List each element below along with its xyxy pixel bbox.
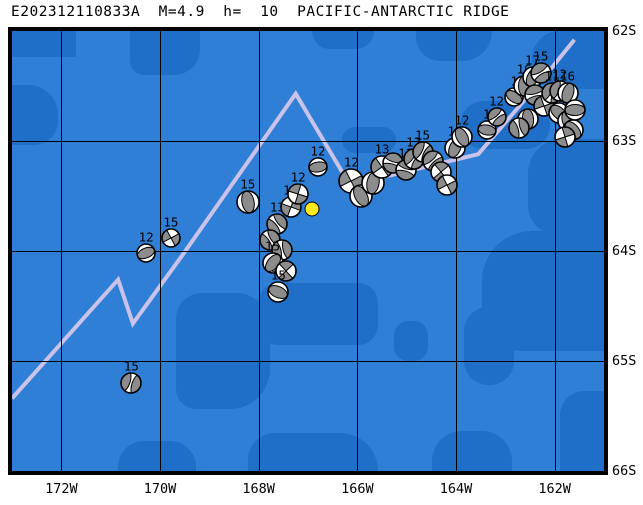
focal-mechanism-beachball[interactable] [556, 81, 579, 108]
bathymetry-patch [248, 433, 378, 471]
y-tick-label: 63S [612, 133, 637, 149]
bathymetry-patch [312, 31, 374, 49]
focal-mechanism-beachball[interactable] [136, 243, 156, 267]
focal-mechanism-beachball[interactable] [434, 172, 460, 200]
y-tick-label: 66S [612, 463, 637, 479]
gridline-horizontal [12, 361, 604, 362]
focal-mechanism-beachball[interactable] [451, 125, 473, 152]
bathymetry-patch [176, 293, 270, 409]
bathymetry-patch [118, 441, 196, 471]
map-frame: 1512151513151511121212131113151212112116… [8, 27, 608, 475]
beachball-depth-label: 16 [559, 68, 576, 84]
focal-mechanism-beachball[interactable] [274, 260, 297, 286]
focal-mechanism-beachball[interactable] [308, 156, 328, 181]
beachball-depth-label: 11 [544, 68, 560, 84]
beachball-depth-label: 15 [123, 358, 139, 374]
focal-mechanism-beachball[interactable] [483, 104, 510, 131]
focal-mechanism-beachball[interactable] [159, 226, 183, 252]
beachball-depth-label: 12 [454, 112, 470, 128]
x-tick-label: 170W [143, 481, 177, 497]
focal-mechanism-beachball[interactable] [284, 180, 312, 209]
focal-mechanism-beachball[interactable] [235, 189, 260, 218]
highlighted-event-marker[interactable] [304, 201, 320, 217]
bathymetry-patch [130, 31, 200, 75]
beachball-depth-label: 1 [510, 73, 518, 89]
y-tick-label: 65S [612, 353, 637, 369]
x-tick-label: 168W [242, 481, 275, 497]
beachball-depth-label: 15 [240, 176, 256, 192]
x-tick-label: 164W [439, 481, 473, 497]
bathymetry-patch [528, 139, 604, 235]
bathymetry-patch [432, 431, 512, 471]
beachball-depth-label: 12 [138, 229, 154, 245]
bathymetry-patch [342, 127, 396, 153]
x-tick-label: 162W [538, 481, 571, 497]
page-title: E202312110833A M=4.9 h= 10 PACIFIC-ANTAR… [11, 4, 510, 20]
bathymetry-patch [12, 85, 58, 145]
beachball-depth-label: 15 [533, 48, 549, 64]
beachball-depth-label: 12 [343, 154, 359, 170]
focal-mechanism-beachball[interactable] [267, 281, 290, 307]
focal-mechanism-beachball[interactable] [527, 59, 555, 88]
beachball-depth-label: 13 [374, 141, 390, 156]
y-tick-label: 62S [612, 23, 637, 39]
gridline-horizontal [12, 251, 604, 252]
focal-mechanism-beachball[interactable] [476, 120, 497, 144]
beachball-depth-label: 12 [488, 93, 505, 109]
beachball-depth-label: 1 [482, 106, 491, 122]
bathymetry-patch [394, 321, 428, 361]
beachball-depth-label: 15 [270, 267, 286, 283]
map-plot-area: 1512151513151511121212131113151212112116… [12, 31, 604, 471]
bathymetry-patch [12, 31, 76, 57]
x-tick-label: 166W [341, 481, 374, 497]
beachball-depth-label: 15 [414, 127, 431, 143]
gridline-horizontal [12, 141, 604, 142]
beachball-depth-label: 12 [290, 169, 306, 185]
bathymetry-patch [560, 391, 604, 471]
beachball-depth-label: 12 [310, 143, 326, 158]
beachball-depth-label: 15 [163, 214, 179, 230]
beachball-depth-label: 12 [552, 66, 568, 82]
focal-mechanism-beachball[interactable] [506, 115, 532, 143]
plate-boundary-line [12, 38, 576, 400]
focal-mechanism-beachball[interactable] [550, 123, 579, 152]
focal-mechanism-beachball[interactable] [118, 370, 144, 398]
x-tick-label: 172W [45, 481, 78, 497]
beachball-depth-label: 15 [264, 238, 281, 254]
y-tick-label: 64S [612, 243, 637, 259]
